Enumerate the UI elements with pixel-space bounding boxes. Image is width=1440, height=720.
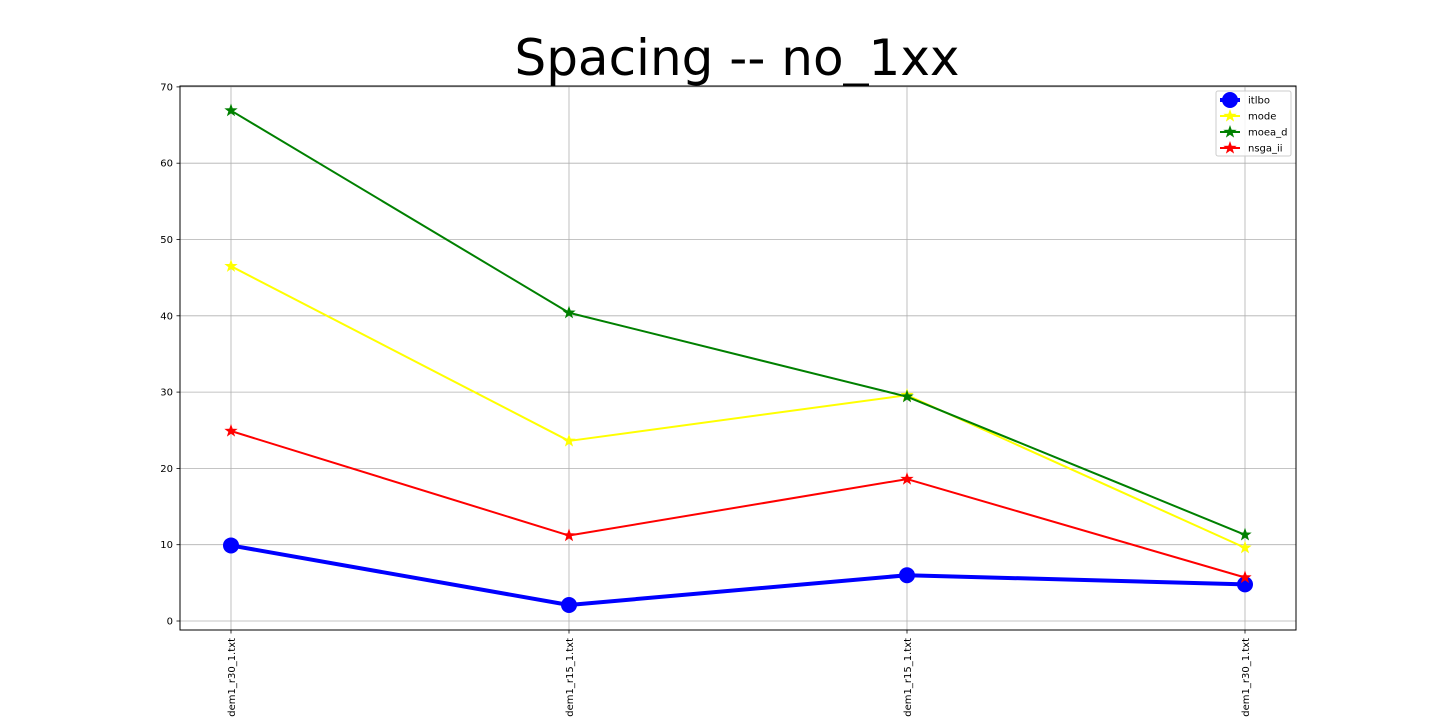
series-itlbo bbox=[223, 537, 1253, 613]
data-point bbox=[1238, 570, 1252, 584]
series-moea_d bbox=[224, 103, 1252, 541]
data-point bbox=[224, 103, 238, 117]
plot-frame bbox=[179, 85, 1297, 631]
chart-title: Spacing -- no_1xx bbox=[514, 29, 959, 87]
legend-marker bbox=[1223, 109, 1237, 122]
data-point bbox=[1238, 540, 1252, 554]
series-line bbox=[230, 430, 1246, 579]
series-line bbox=[230, 543, 1246, 607]
x-tick-label: dem1_r30_1.txt bbox=[227, 638, 238, 717]
series-mode bbox=[224, 259, 1252, 554]
series-line bbox=[230, 265, 1246, 549]
legend-label: itlbo bbox=[1248, 96, 1270, 107]
y-tick-label: 70 bbox=[160, 82, 173, 93]
data-point bbox=[224, 259, 238, 272]
legend: itlbo mode moea_d nsga_ii bbox=[1215, 90, 1292, 157]
data-point bbox=[561, 596, 577, 613]
y-tick-label: 50 bbox=[160, 235, 173, 246]
y-tick-label: 30 bbox=[160, 388, 173, 399]
data-point bbox=[224, 424, 238, 437]
y-tick-label: 0 bbox=[167, 617, 173, 628]
data-point bbox=[899, 567, 915, 584]
x-tick-label: dem1_r15_1.txt bbox=[565, 638, 576, 717]
y-tick-label: 40 bbox=[160, 311, 173, 322]
legend-marker bbox=[1223, 125, 1237, 138]
x-tick-label: dem1_r15_1.txt bbox=[903, 638, 914, 717]
data-point bbox=[562, 433, 576, 447]
y-tick-label: 60 bbox=[160, 159, 173, 170]
legend-frame bbox=[1215, 90, 1292, 157]
data-point bbox=[1238, 527, 1252, 541]
series-nsga_ii bbox=[224, 424, 1252, 584]
legend-label: mode bbox=[1248, 112, 1276, 123]
y-tick-label: 10 bbox=[160, 540, 173, 551]
data-point bbox=[900, 389, 914, 403]
legend-marker bbox=[1223, 141, 1237, 154]
x-tick-label: dem1_r30_1.txt bbox=[1241, 638, 1252, 717]
data-point bbox=[562, 528, 576, 542]
x-axis: dem1_r30_1.txt dem1_r15_1.txt dem1_r15_1.t… bbox=[227, 630, 1252, 717]
data-point bbox=[223, 537, 239, 554]
legend-label: moea_d bbox=[1248, 128, 1288, 139]
data-point bbox=[1237, 576, 1253, 593]
grid-lines bbox=[180, 86, 1296, 630]
y-axis: 0 10 20 30 40 50 60 70 bbox=[160, 82, 180, 628]
y-tick-label: 20 bbox=[160, 464, 173, 475]
legend-label: nsga_ii bbox=[1248, 144, 1283, 155]
series-line bbox=[230, 109, 1246, 536]
series-layer bbox=[223, 103, 1253, 613]
data-point bbox=[900, 472, 914, 485]
data-point bbox=[562, 305, 576, 319]
legend-marker bbox=[1222, 92, 1238, 108]
